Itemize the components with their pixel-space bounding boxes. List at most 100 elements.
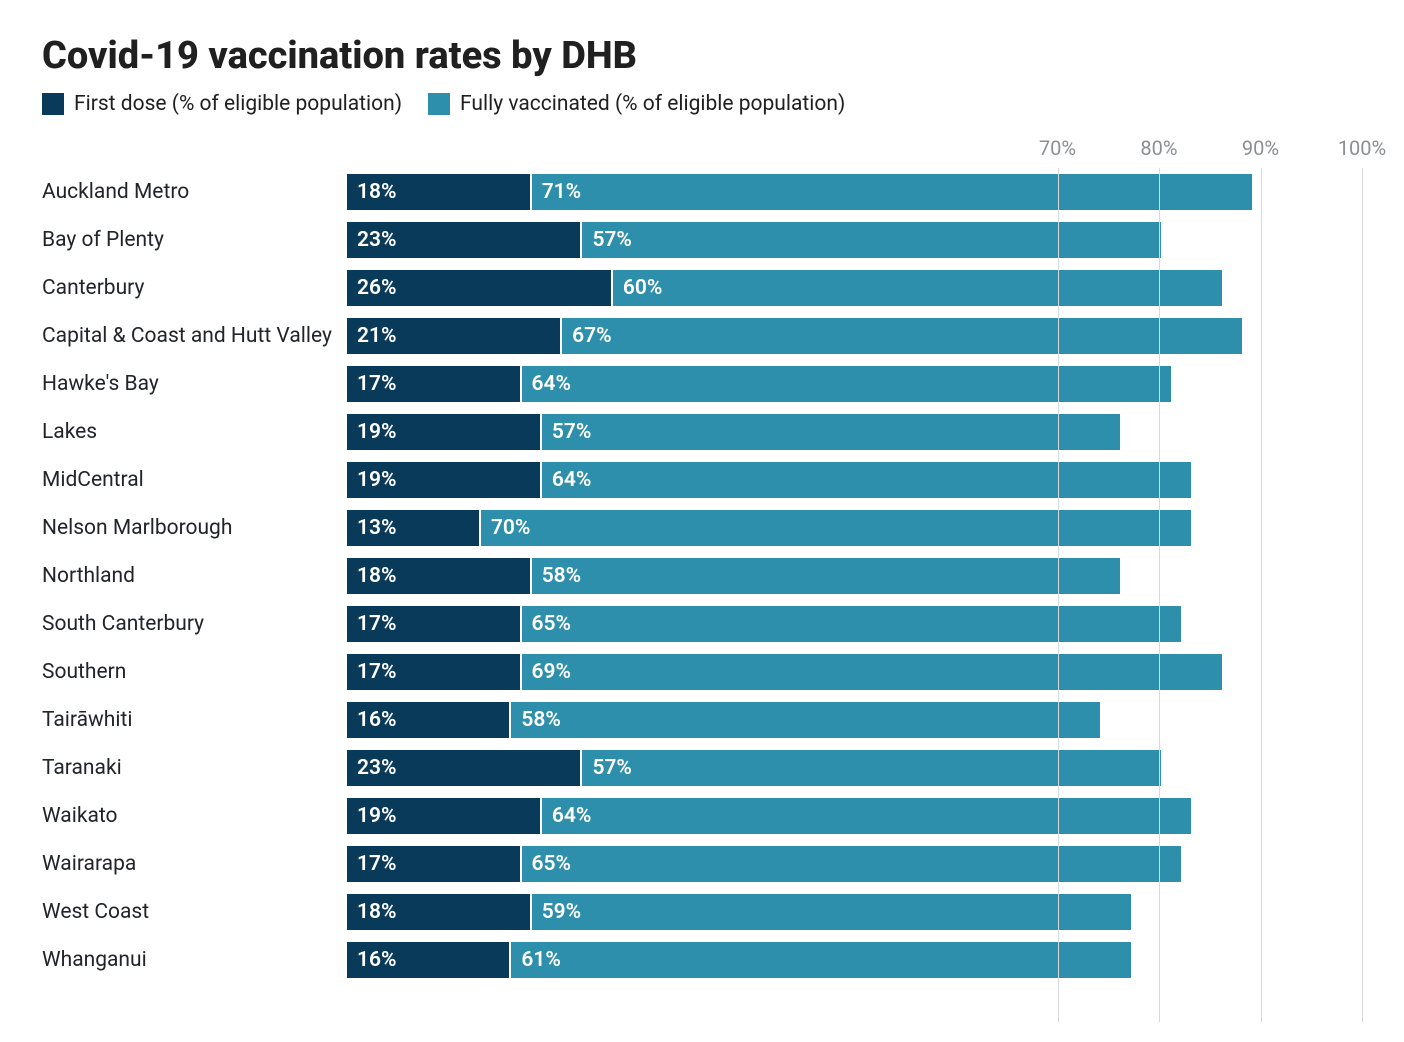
bar-segment-fully-vaccinated: 60% xyxy=(613,270,1222,306)
bar-row: 17% 64% xyxy=(347,360,1362,408)
bar-segment-fully-vaccinated: 58% xyxy=(532,558,1121,594)
legend-label-fully-vaccinated: Fully vaccinated (% of eligible populati… xyxy=(460,92,845,116)
bar-value-label: 61% xyxy=(521,948,561,972)
bar-segment-first-dose: 26% xyxy=(347,270,611,306)
bar-segment-first-dose: 16% xyxy=(347,702,509,738)
bar-row: 23% 57% xyxy=(347,744,1362,792)
bar-value-label: 59% xyxy=(542,900,582,924)
bar-segment-fully-vaccinated: 59% xyxy=(532,894,1131,930)
y-axis-labels: Auckland MetroBay of PlentyCanterburyCap… xyxy=(42,136,347,1022)
gridline xyxy=(1261,168,1262,1022)
category-label: Waikato xyxy=(42,804,118,828)
bar-row: 19%64% xyxy=(347,456,1362,504)
bar-row: 16% 58% xyxy=(347,696,1362,744)
bar-segment-first-dose: 17% xyxy=(347,654,520,690)
bar-value-label: 23% xyxy=(357,228,397,252)
bar-segment-first-dose: 21% xyxy=(347,318,560,354)
bar-value-label: 16% xyxy=(357,948,397,972)
category-label: Northland xyxy=(42,564,135,588)
bar-value-label: 26% xyxy=(357,276,397,300)
bar-segment-fully-vaccinated: 71% xyxy=(532,174,1253,210)
chart-page: Covid-19 vaccination rates by DHB First … xyxy=(0,0,1404,1042)
bar-segment-fully-vaccinated: 57% xyxy=(542,414,1121,450)
bar-segment-fully-vaccinated: 67% xyxy=(562,318,1242,354)
bar-value-label: 19% xyxy=(357,804,397,828)
bar-row: 16% 61% xyxy=(347,936,1362,984)
gridline xyxy=(1058,168,1059,1022)
bar-value-label: 69% xyxy=(532,660,572,684)
bar-segment-fully-vaccinated: 70% xyxy=(481,510,1192,546)
bar-row: 17% 65% xyxy=(347,600,1362,648)
bar-value-label: 64% xyxy=(532,372,572,396)
bar-segment-first-dose: 17% xyxy=(347,366,520,402)
bar-segment-first-dose: 18% xyxy=(347,558,530,594)
bar-segment-fully-vaccinated: 64% xyxy=(542,798,1192,834)
category-label: Tairāwhiti xyxy=(42,708,132,732)
bar-row: 17%65% xyxy=(347,840,1362,888)
bar-value-label: 65% xyxy=(532,612,572,636)
bar-segment-first-dose: 13% xyxy=(347,510,479,546)
category-label: West Coast xyxy=(42,900,149,924)
bar-value-label: 19% xyxy=(357,468,397,492)
bar-value-label: 57% xyxy=(592,756,632,780)
category-label: Southern xyxy=(42,660,126,684)
legend-item-fully-vaccinated: Fully vaccinated (% of eligible populati… xyxy=(428,92,845,116)
bar-value-label: 17% xyxy=(357,852,397,876)
bar-value-label: 70% xyxy=(491,516,531,540)
bar-row: 23% 57% xyxy=(347,216,1362,264)
bar-value-label: 71% xyxy=(542,180,582,204)
bar-segment-fully-vaccinated: 64% xyxy=(522,366,1172,402)
chart-title: Covid-19 vaccination rates by DHB xyxy=(42,36,1362,78)
bar-value-label: 57% xyxy=(592,228,632,252)
bar-value-label: 18% xyxy=(357,564,397,588)
bar-value-label: 17% xyxy=(357,372,397,396)
legend-label-first-dose: First dose (% of eligible population) xyxy=(74,92,402,116)
bar-value-label: 23% xyxy=(357,756,397,780)
x-axis-tick: 100% xyxy=(1338,136,1386,160)
x-axis-tick: 80% xyxy=(1140,136,1177,160)
category-label: Wairarapa xyxy=(42,852,136,876)
bar-value-label: 18% xyxy=(357,900,397,924)
bar-value-label: 57% xyxy=(552,420,592,444)
category-label: South Canterbury xyxy=(42,612,204,636)
bar-segment-fully-vaccinated: 61% xyxy=(511,942,1130,978)
category-label: Capital & Coast and Hutt Valley xyxy=(42,324,332,348)
bar-value-label: 67% xyxy=(572,324,612,348)
bar-value-label: 17% xyxy=(357,660,397,684)
x-axis: 70%80%90%100% xyxy=(347,136,1362,168)
bar-row: 17% 69% xyxy=(347,648,1362,696)
bar-value-label: 19% xyxy=(357,420,397,444)
legend-swatch-fully-vaccinated xyxy=(428,93,450,115)
category-label: Auckland Metro xyxy=(42,180,189,204)
bar-row: 18% 59% xyxy=(347,888,1362,936)
bar-value-label: 64% xyxy=(552,804,592,828)
category-label: Hawke's Bay xyxy=(42,372,159,396)
bar-value-label: 13% xyxy=(357,516,397,540)
bar-segment-first-dose: 16% xyxy=(347,942,509,978)
category-label: Whanganui xyxy=(42,948,147,972)
bar-segment-first-dose: 18% xyxy=(347,174,530,210)
bar-value-label: 58% xyxy=(542,564,582,588)
bar-row: 18% 71% xyxy=(347,168,1362,216)
x-axis-tick: 70% xyxy=(1039,136,1076,160)
bar-value-label: 18% xyxy=(357,180,397,204)
plot-area: 70%80%90%100% 18%71%23%57%26%60%21%67%17… xyxy=(347,136,1362,1022)
legend-item-first-dose: First dose (% of eligible population) xyxy=(42,92,402,116)
bar-segment-fully-vaccinated: 58% xyxy=(511,702,1100,738)
bar-segment-first-dose: 19% xyxy=(347,414,540,450)
bar-row: 13% 70% xyxy=(347,504,1362,552)
bar-segment-first-dose: 17% xyxy=(347,846,520,882)
bar-value-label: 21% xyxy=(357,324,397,348)
bar-row: 26% 60% xyxy=(347,264,1362,312)
bar-value-label: 17% xyxy=(357,612,397,636)
bar-value-label: 16% xyxy=(357,708,397,732)
bar-value-label: 58% xyxy=(521,708,561,732)
stacked-bar-chart: Auckland MetroBay of PlentyCanterburyCap… xyxy=(42,136,1362,1022)
x-axis-tick: 90% xyxy=(1242,136,1279,160)
category-label: Nelson Marlborough xyxy=(42,516,232,540)
category-label: Canterbury xyxy=(42,276,144,300)
bar-segment-fully-vaccinated: 57% xyxy=(582,222,1161,258)
bar-segment-first-dose: 19% xyxy=(347,462,540,498)
chart-legend: First dose (% of eligible population) Fu… xyxy=(42,92,1362,116)
category-label: Taranaki xyxy=(42,756,122,780)
